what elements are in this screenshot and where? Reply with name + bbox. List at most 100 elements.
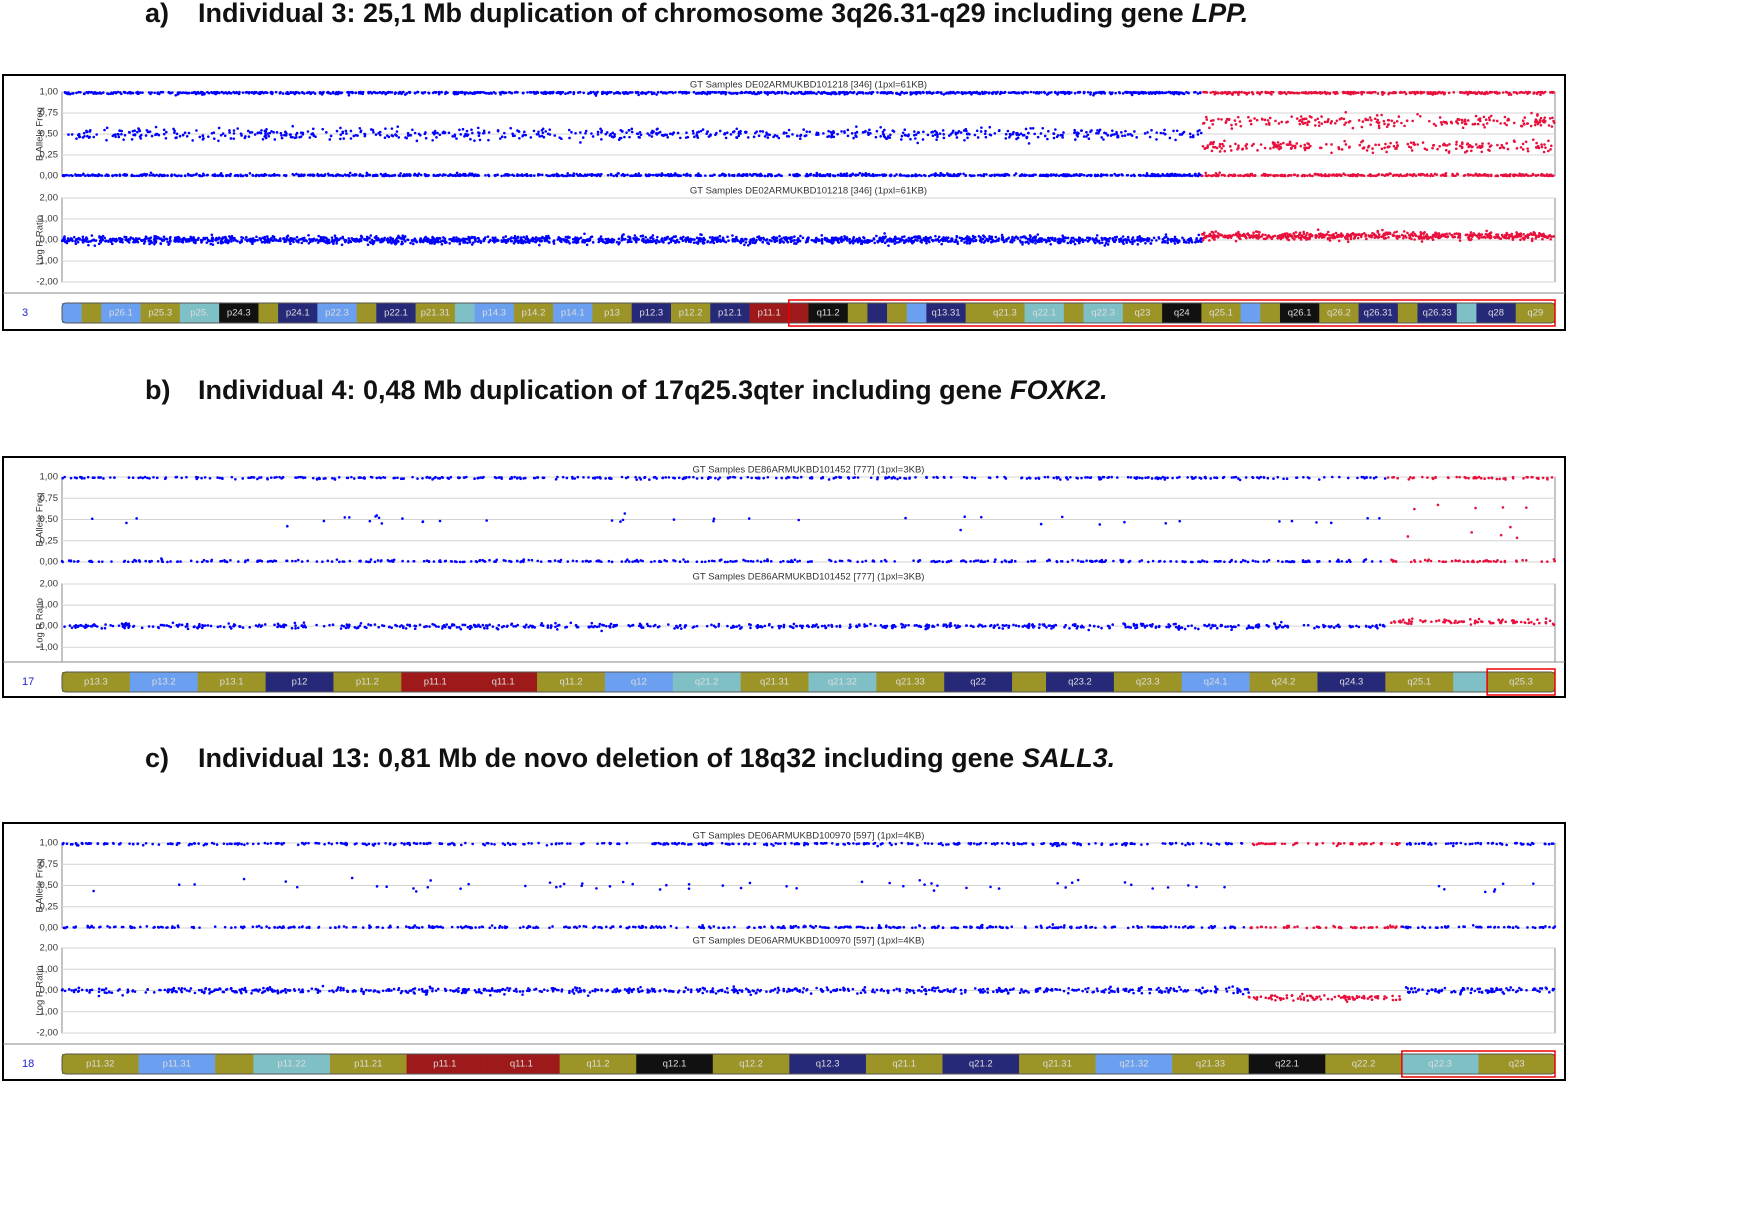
lrr-point (1027, 242, 1030, 245)
baf-point (1126, 173, 1130, 177)
baf-point (907, 133, 910, 136)
baf-point (637, 93, 640, 97)
lrr-point (960, 239, 963, 243)
baf-point (1541, 173, 1545, 177)
baf-point (842, 90, 846, 94)
lrr-point (402, 236, 406, 240)
lrr-point (263, 241, 267, 244)
baf-point (705, 132, 709, 136)
baf-point (157, 133, 161, 137)
baf-point (957, 173, 960, 177)
lrr-point (602, 240, 606, 244)
lrr-point (1114, 238, 1118, 242)
lrr-point (718, 238, 722, 242)
baf-point (812, 174, 815, 177)
baf-point (858, 91, 862, 95)
baf-point (1282, 141, 1285, 145)
baf-point (124, 173, 128, 176)
baf-point (802, 128, 805, 131)
baf-point (149, 171, 153, 175)
baf-point (615, 174, 619, 178)
baf-point (250, 130, 254, 134)
baf-point (984, 129, 987, 133)
baf-point (1133, 174, 1136, 178)
lrr-point (682, 235, 685, 239)
baf-point (975, 129, 979, 133)
lrr-point (360, 235, 364, 239)
baf-point (1145, 174, 1149, 177)
baf-point (1480, 150, 1484, 154)
baf-point (886, 135, 890, 138)
baf-point (244, 135, 247, 138)
baf-point (579, 174, 582, 177)
baf-point (634, 90, 638, 94)
baf-point (511, 173, 514, 177)
baf-point (459, 133, 463, 136)
lrr-point (285, 237, 289, 241)
baf-point (386, 90, 390, 94)
baf-point (1504, 173, 1508, 177)
baf-point (896, 92, 899, 96)
lrr-point (950, 237, 953, 240)
baf-point (1303, 143, 1307, 147)
baf-point (523, 173, 527, 177)
lrr-point (330, 236, 334, 239)
baf-point (928, 91, 932, 95)
baf-point (284, 134, 288, 137)
baf-point (201, 138, 205, 141)
baf-point (623, 173, 627, 177)
lrr-point (702, 238, 706, 242)
baf-point (914, 137, 917, 140)
lrr-point (1163, 236, 1166, 239)
lrr-point (1135, 238, 1139, 242)
baf-point (217, 139, 220, 143)
baf-point (1120, 173, 1123, 176)
lrr-point (1058, 238, 1061, 242)
baf-point (805, 130, 809, 133)
lrr-point (438, 236, 442, 240)
baf-point (347, 93, 351, 97)
baf-point (692, 90, 696, 94)
baf-point (759, 173, 763, 176)
lrr-point (689, 237, 692, 241)
baf-point (285, 132, 288, 135)
baf-point (367, 91, 371, 95)
baf-point (173, 173, 176, 177)
baf-point (251, 173, 255, 177)
lrr-point (861, 240, 865, 243)
baf-point (82, 172, 85, 176)
lrr-point (127, 241, 131, 244)
baf-point (584, 132, 587, 135)
baf-point (1075, 172, 1078, 176)
lrr-point (699, 233, 702, 236)
baf-point (281, 92, 285, 95)
lrr-point (642, 238, 645, 241)
baf-point (898, 174, 902, 177)
baf-point (356, 134, 359, 137)
baf-point (706, 130, 709, 134)
baf-point (114, 91, 118, 94)
lrr-point (301, 237, 304, 240)
baf-point (639, 174, 643, 177)
baf-point (1095, 91, 1098, 94)
baf-point (866, 131, 870, 135)
baf-point (1419, 172, 1423, 176)
baf-point (946, 173, 950, 176)
baf-point (628, 135, 631, 139)
baf-point (174, 136, 177, 140)
baf-point (685, 131, 688, 134)
lrr-point (1035, 239, 1038, 242)
baf-point (952, 174, 956, 178)
baf-point (830, 135, 833, 139)
baf-point (1175, 129, 1179, 133)
lrr-point (1115, 235, 1118, 239)
baf-point (484, 174, 487, 177)
baf-point (1198, 128, 1201, 132)
baf-point (70, 92, 74, 95)
lrr-point (211, 236, 214, 239)
baf-point (508, 173, 511, 177)
lrr-point (535, 239, 538, 243)
baf-point (979, 130, 983, 133)
baf-point (1377, 173, 1381, 176)
baf-point (903, 128, 907, 132)
